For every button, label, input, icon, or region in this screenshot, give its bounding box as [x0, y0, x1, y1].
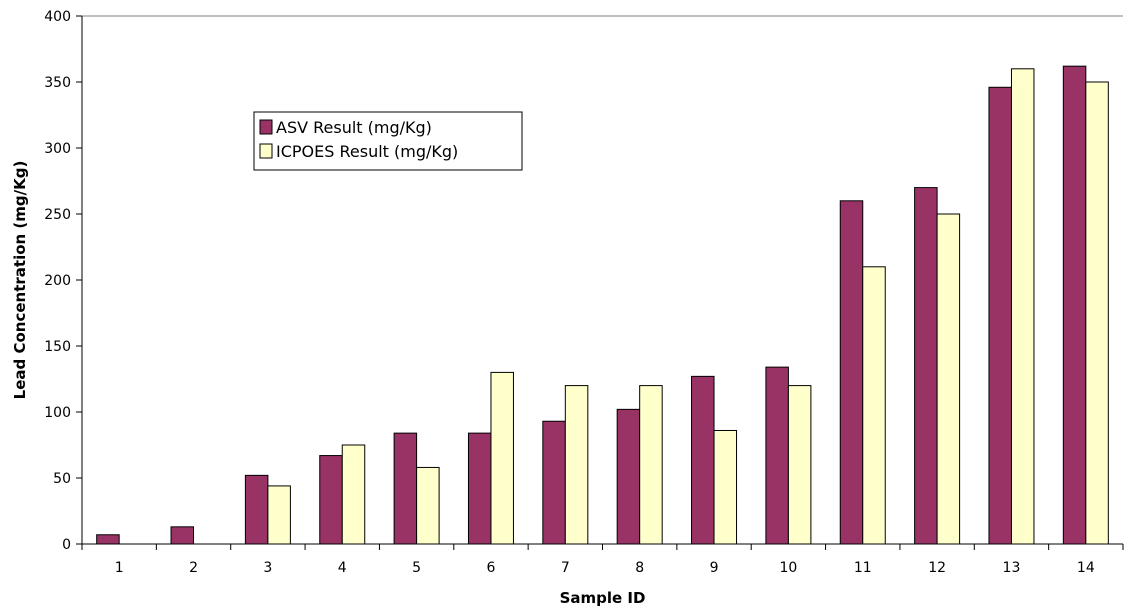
y-axis-ticks: 0 50 100 150 200 250 300 350 400	[44, 9, 82, 553]
bar-asv-6	[467, 432, 492, 545]
x-tick-label-4: 4	[338, 560, 347, 576]
y-axis-title: Lead Concentration (mg/Kg)	[11, 161, 29, 400]
bar-icpoes-4	[341, 444, 366, 545]
bar-asv-3	[244, 474, 269, 545]
bar-asv-12	[914, 187, 938, 545]
bar-icpoes-10	[787, 385, 812, 545]
bar-asv-4	[319, 455, 343, 545]
bar-icpoes-6	[490, 371, 514, 545]
y-tick-label-50: 50	[53, 471, 71, 487]
y-tick-label-300: 300	[44, 141, 71, 157]
bar-icpoes-14	[1085, 81, 1109, 545]
x-tick-label-7: 7	[561, 560, 570, 576]
bar-asv-9	[691, 375, 715, 545]
bar-asv-11	[839, 200, 864, 545]
x-axis-ticks: 1 2 3 4 5 6 7 8 9 10 11 12 13 14	[81, 544, 1124, 576]
y-tick-label-400: 400	[44, 9, 71, 25]
x-tick-label-5: 5	[412, 560, 421, 576]
bar-icpoes-8	[639, 385, 663, 545]
bar-asv-2	[170, 526, 195, 545]
x-tick-label-11: 11	[854, 560, 872, 576]
x-tick-label-6: 6	[487, 560, 496, 576]
x-tick-label-2: 2	[189, 560, 198, 576]
x-tick-label-3: 3	[263, 560, 272, 576]
x-tick-label-13: 13	[1003, 560, 1021, 576]
bar-asv-7	[542, 420, 566, 545]
bar-asv-1	[96, 534, 120, 545]
legend: ASV Result (mg/Kg) ICPOES Result (mg/Kg)	[253, 111, 523, 171]
bar-icpoes-11	[862, 266, 886, 545]
axes	[81, 16, 1123, 545]
x-axis-title: Sample ID	[560, 589, 646, 607]
legend-label-icpoes: ICPOES Result (mg/Kg)	[276, 142, 458, 161]
x-tick-label-8: 8	[635, 560, 644, 576]
bar-asv-5	[393, 432, 418, 545]
x-tick-label-9: 9	[710, 560, 719, 576]
legend-box	[253, 111, 523, 171]
bar-asv-8	[616, 408, 641, 545]
bar-asv-14	[1062, 65, 1087, 545]
x-tick-label-14: 14	[1077, 560, 1095, 576]
bar-icpoes-9	[713, 429, 738, 545]
y-tick-label-100: 100	[44, 405, 71, 421]
legend-label-asv: ASV Result (mg/Kg)	[276, 118, 432, 137]
legend-swatch-icpoes	[259, 143, 273, 159]
bar-icpoes-3	[267, 485, 291, 545]
y-tick-label-350: 350	[44, 75, 71, 91]
y-tick-label-200: 200	[44, 273, 71, 289]
bar-icpoes-13	[1010, 68, 1035, 545]
bar-asv-10	[765, 366, 789, 545]
bar-icpoes-12	[936, 213, 961, 545]
bars	[96, 65, 1109, 545]
x-tick-label-10: 10	[779, 560, 797, 576]
bar-icpoes-7	[564, 385, 589, 545]
bar-icpoes-5	[416, 466, 440, 545]
y-tick-label-0: 0	[62, 537, 71, 553]
y-tick-label-150: 150	[44, 339, 71, 355]
x-tick-label-1: 1	[115, 560, 124, 576]
x-tick-label-12: 12	[928, 560, 946, 576]
bar-asv-13	[988, 86, 1012, 545]
legend-swatch-asv	[259, 119, 273, 135]
y-tick-label-250: 250	[44, 207, 71, 223]
